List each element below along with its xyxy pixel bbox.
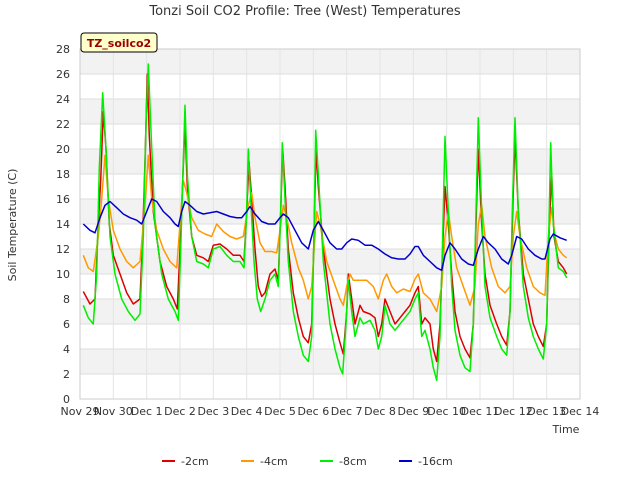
- plot-band: [80, 174, 580, 199]
- x-tick-label: Dec 1: [131, 405, 163, 418]
- series-line-2cm: [82, 73, 568, 363]
- x-tick-label: Dec 9: [397, 405, 429, 418]
- series-line-4cm: [82, 154, 568, 313]
- x-tick-label: Dec 4: [231, 405, 263, 418]
- plot-band: [80, 149, 580, 174]
- legend-label: -4cm: [260, 455, 288, 468]
- x-tick-label: Dec 7: [331, 405, 363, 418]
- site-badge-label: TZ_soilco2: [87, 37, 151, 50]
- y-tick-label: 16: [56, 193, 70, 206]
- series-line-8cm: [82, 63, 568, 382]
- plot-band: [80, 224, 580, 249]
- y-tick-label: 26: [56, 68, 70, 81]
- y-tick-label: 22: [56, 118, 70, 131]
- y-axis-label: Soil Temperature (C): [6, 169, 19, 282]
- y-tick-label: 6: [63, 318, 70, 331]
- y-tick-label: 28: [56, 43, 70, 56]
- y-tick-label: 0: [63, 393, 70, 406]
- x-tick-label: Dec 11: [461, 405, 500, 418]
- x-tick-label: Dec 13: [527, 405, 566, 418]
- y-tick-label: 2: [63, 368, 70, 381]
- y-tick-label: 4: [63, 343, 70, 356]
- legend-label: -2cm: [181, 455, 209, 468]
- plot-band: [80, 99, 580, 124]
- plot-band: [80, 49, 580, 74]
- site-badge-box: [80, 32, 158, 53]
- plot-area-frame: [79, 48, 581, 400]
- x-tick-label: Dec 8: [364, 405, 396, 418]
- legend-label: -16cm: [418, 455, 453, 468]
- x-tick-label: Nov 30: [94, 405, 133, 418]
- x-tick-label: Dec 12: [494, 405, 533, 418]
- x-tick-label: Dec 3: [197, 405, 229, 418]
- chart-title: Tonzi Soil CO2 Profile: Tree (West) Temp…: [148, 4, 461, 19]
- legend-label: -8cm: [339, 455, 367, 468]
- x-tick-label: Dec 5: [264, 405, 296, 418]
- x-axis-label: Time: [552, 423, 580, 436]
- series-line-16cm: [82, 198, 567, 272]
- plot-band: [80, 74, 580, 99]
- y-tick-label: 8: [63, 293, 70, 306]
- y-tick-label: 10: [56, 268, 70, 281]
- x-tick-label: Dec 10: [427, 405, 466, 418]
- plot-band: [80, 374, 580, 399]
- y-tick-label: 20: [56, 143, 70, 156]
- y-tick-label: 14: [56, 218, 70, 231]
- site-badge: TZ_soilco2: [80, 32, 158, 53]
- x-tick-label: Dec 14: [561, 405, 600, 418]
- y-tick-label: 12: [56, 243, 70, 256]
- x-tick-label: Dec 2: [164, 405, 196, 418]
- x-tick-label: Dec 6: [297, 405, 329, 418]
- y-tick-label: 24: [56, 93, 70, 106]
- legend: -2cm -4cm -8cm -16cm: [162, 455, 453, 468]
- plot-band: [80, 349, 580, 374]
- x-tick-label: Nov 29: [61, 405, 100, 418]
- series-lines: [82, 63, 568, 382]
- y-tick-label: 18: [56, 168, 70, 181]
- plot-band: [80, 124, 580, 149]
